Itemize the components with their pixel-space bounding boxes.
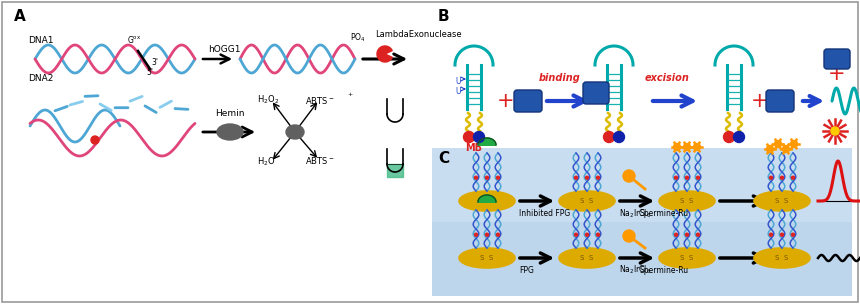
Circle shape <box>674 176 678 179</box>
Text: DNA1: DNA1 <box>28 36 53 45</box>
Polygon shape <box>478 138 496 145</box>
Ellipse shape <box>754 248 810 268</box>
Ellipse shape <box>217 124 243 140</box>
Ellipse shape <box>559 248 615 268</box>
Polygon shape <box>478 195 496 202</box>
Text: S  S: S S <box>481 198 494 204</box>
Circle shape <box>464 132 475 143</box>
Circle shape <box>597 176 599 179</box>
Text: +: + <box>497 91 515 111</box>
Text: H$_2$O$_2$: H$_2$O$_2$ <box>257 94 280 106</box>
Text: H$_2$O: H$_2$O <box>257 156 275 168</box>
Circle shape <box>685 176 689 179</box>
Text: +: + <box>347 92 353 97</box>
Ellipse shape <box>754 191 810 211</box>
Text: LambdaExonuclease: LambdaExonuclease <box>375 30 462 39</box>
Text: hOGG1: hOGG1 <box>208 45 241 54</box>
Text: PO$_4$: PO$_4$ <box>350 32 366 44</box>
Circle shape <box>783 146 789 153</box>
Circle shape <box>486 233 488 236</box>
FancyBboxPatch shape <box>824 49 850 69</box>
Circle shape <box>597 233 599 236</box>
Bar <box>432 222 852 296</box>
Circle shape <box>574 176 578 179</box>
Ellipse shape <box>559 191 615 211</box>
Circle shape <box>770 233 772 236</box>
Circle shape <box>586 233 588 236</box>
Text: Hemin: Hemin <box>215 109 245 118</box>
Bar <box>432 148 852 296</box>
Text: S  S: S S <box>481 255 494 261</box>
Circle shape <box>613 132 624 143</box>
Circle shape <box>623 230 635 242</box>
Text: U: U <box>455 77 460 85</box>
Circle shape <box>693 143 701 150</box>
Text: DNA2: DNA2 <box>28 74 53 83</box>
FancyBboxPatch shape <box>766 90 794 112</box>
Circle shape <box>496 233 500 236</box>
Text: S  S: S S <box>680 198 694 204</box>
Ellipse shape <box>659 248 715 268</box>
Circle shape <box>723 132 734 143</box>
Circle shape <box>604 132 615 143</box>
Circle shape <box>766 146 773 153</box>
Ellipse shape <box>286 125 304 139</box>
Wedge shape <box>377 46 392 62</box>
Circle shape <box>674 233 678 236</box>
Circle shape <box>673 143 680 150</box>
Circle shape <box>586 176 588 179</box>
Circle shape <box>496 176 500 179</box>
Circle shape <box>831 127 839 135</box>
FancyBboxPatch shape <box>514 90 542 112</box>
Text: 5': 5' <box>146 68 153 77</box>
Text: binding: binding <box>539 73 581 83</box>
Text: MB: MB <box>465 143 482 153</box>
Text: +: + <box>828 64 846 84</box>
Circle shape <box>697 176 699 179</box>
Circle shape <box>475 176 477 179</box>
Text: S  S: S S <box>776 198 789 204</box>
Circle shape <box>486 176 488 179</box>
Text: +: + <box>751 91 769 111</box>
Text: ABTS$^-$: ABTS$^-$ <box>305 95 335 105</box>
Circle shape <box>734 132 745 143</box>
Text: Inhibited FPG: Inhibited FPG <box>519 209 570 218</box>
Text: excision: excision <box>644 73 690 83</box>
Circle shape <box>791 233 795 236</box>
Circle shape <box>475 233 477 236</box>
Ellipse shape <box>459 248 515 268</box>
Text: U: U <box>455 87 460 95</box>
Text: ABTS$^-$: ABTS$^-$ <box>305 154 335 165</box>
Text: S  S: S S <box>580 255 593 261</box>
Circle shape <box>91 136 99 144</box>
Circle shape <box>574 233 578 236</box>
Text: 3': 3' <box>151 58 158 67</box>
Text: Na$_2$IrCl$_6$: Na$_2$IrCl$_6$ <box>619 207 651 219</box>
Text: S  S: S S <box>680 255 694 261</box>
Text: A: A <box>14 9 26 24</box>
Circle shape <box>791 176 795 179</box>
Text: S  S: S S <box>776 255 789 261</box>
Ellipse shape <box>659 191 715 211</box>
Text: C: C <box>438 151 449 166</box>
Text: G$^{\rm ox}$: G$^{\rm ox}$ <box>127 34 141 45</box>
Circle shape <box>781 233 783 236</box>
Circle shape <box>770 176 772 179</box>
Ellipse shape <box>459 191 515 211</box>
Circle shape <box>474 132 484 143</box>
Circle shape <box>685 233 689 236</box>
Circle shape <box>623 170 635 182</box>
Text: FPG: FPG <box>519 266 534 275</box>
Circle shape <box>697 233 699 236</box>
Circle shape <box>790 140 797 147</box>
FancyBboxPatch shape <box>583 82 609 104</box>
Circle shape <box>684 143 691 150</box>
Text: B: B <box>438 9 450 24</box>
Circle shape <box>781 176 783 179</box>
Text: Na$_2$IrCl$_6$: Na$_2$IrCl$_6$ <box>619 264 651 277</box>
Text: Spermine-Ru: Spermine-Ru <box>639 209 688 218</box>
Text: S  S: S S <box>580 198 593 204</box>
Text: Spermine-Ru: Spermine-Ru <box>639 266 688 275</box>
Circle shape <box>775 140 782 147</box>
